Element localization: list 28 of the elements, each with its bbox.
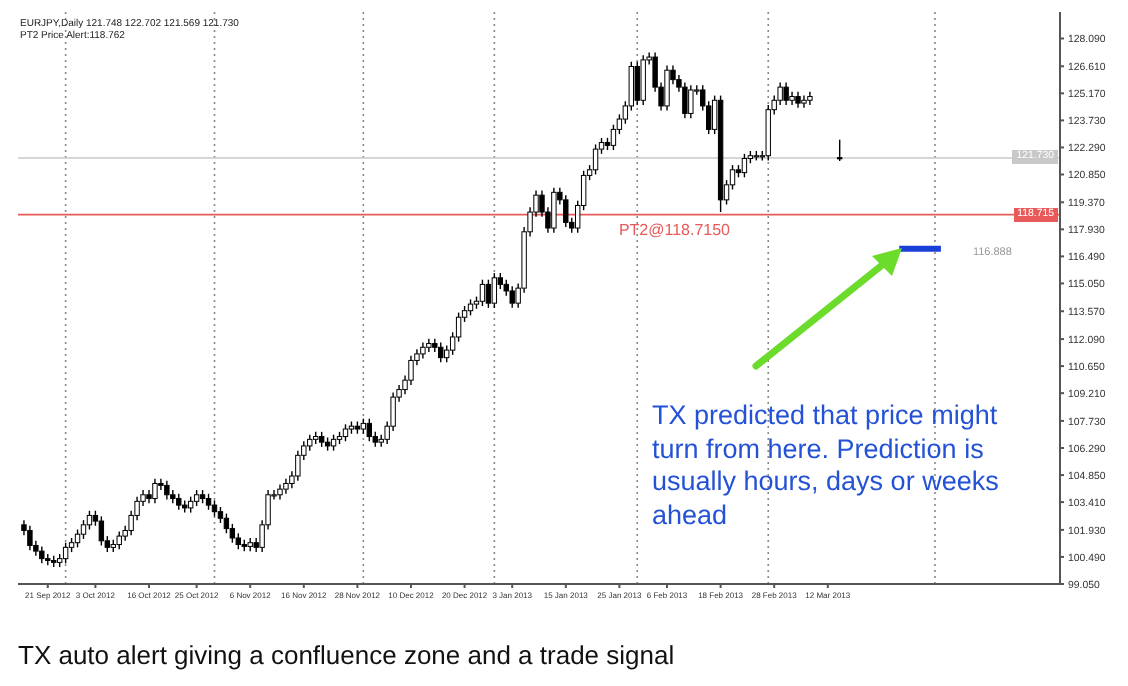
candlestick	[795, 91, 801, 109]
candlestick	[39, 545, 45, 565]
candlestick	[783, 81, 789, 106]
candlestick	[164, 479, 170, 501]
candlestick	[432, 338, 438, 353]
candlestick	[277, 483, 283, 501]
candlestick	[27, 525, 33, 551]
candlestick	[420, 341, 426, 360]
candlestick	[789, 91, 795, 106]
candlestick	[807, 91, 813, 106]
ref-line-label: PT2@118.7150	[618, 220, 732, 239]
candlestick	[551, 186, 557, 234]
candlestick	[158, 478, 164, 491]
candlestick	[283, 478, 289, 495]
candlestick	[295, 449, 301, 482]
candlestick	[688, 84, 694, 119]
candlestick	[152, 478, 158, 504]
annotation: TX predicted that price might turn from here. Prediction is usually hours, days or weeks ahead	[652, 400, 1001, 532]
candlestick	[682, 81, 688, 119]
text: TX auto alert giving a confluence zone and a trade signal	[18, 640, 675, 670]
candlestick	[146, 489, 152, 504]
candlestick	[408, 355, 414, 386]
candlestick	[777, 81, 783, 106]
candlestick	[801, 94, 807, 109]
candlestick	[426, 338, 432, 353]
candlestick	[664, 64, 670, 112]
candlestick	[390, 391, 396, 432]
candlestick	[170, 489, 176, 504]
